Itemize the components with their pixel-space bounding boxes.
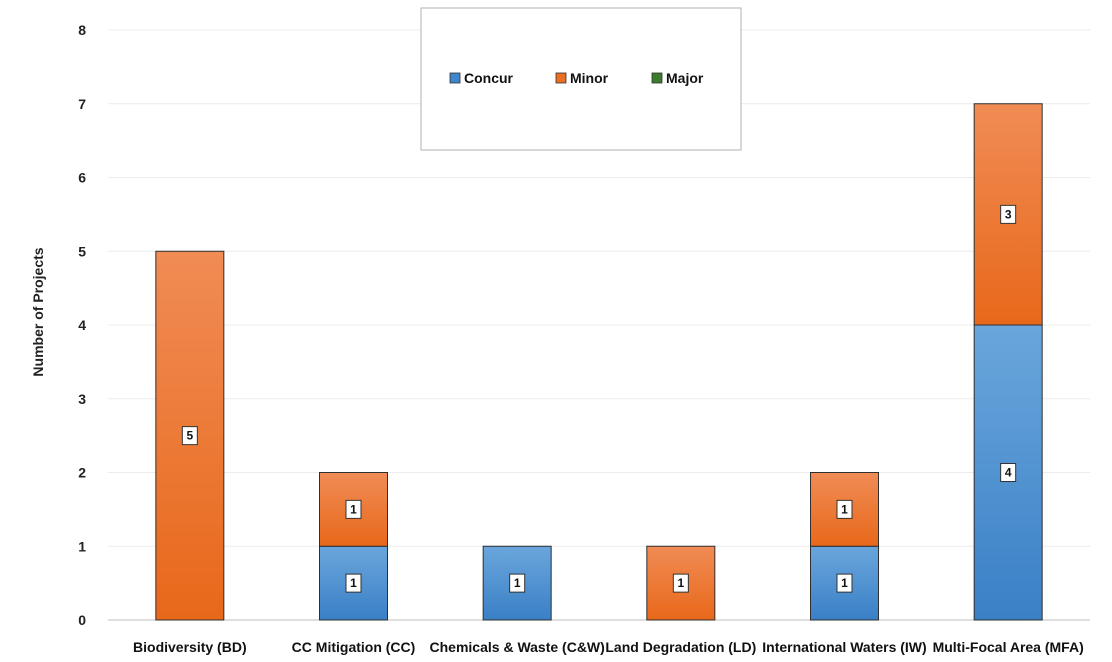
y-tick-label: 8	[78, 22, 86, 38]
data-label: 1	[677, 576, 684, 590]
data-label-box	[1000, 463, 1017, 482]
y-axis-label: Number of Projects	[30, 247, 46, 376]
y-tick-label: 2	[78, 465, 86, 481]
legend-swatch-minor	[555, 72, 567, 84]
x-category-label: Chemicals & Waste (C&W)	[430, 639, 605, 655]
data-label: 1	[514, 576, 521, 590]
legend-label-minor: Minor	[570, 70, 609, 86]
data-label-box	[345, 573, 362, 593]
y-tick-label: 0	[78, 612, 86, 628]
y-tick-label: 7	[78, 96, 86, 112]
legend: Concur Minor Major	[420, 7, 742, 151]
data-label-box	[1000, 204, 1017, 224]
bars	[155, 103, 1043, 621]
x-axis-categories: Biodiversity (BD) CC Mitigation (CC) Chemi…	[133, 639, 1084, 655]
x-category-label: CC Mitigation (CC)	[292, 639, 416, 655]
x-category-label: Land Degradation (LD)	[605, 639, 756, 655]
legend-label-major: Major	[666, 70, 704, 86]
legend-swatch-concur	[449, 72, 461, 84]
data-label: 1	[841, 576, 848, 590]
legend-swatch-major	[651, 72, 663, 84]
x-category-label: Biodiversity (BD)	[133, 639, 247, 655]
data-label-box	[509, 573, 526, 593]
data-label: 1	[841, 502, 848, 516]
bar-minor-3	[646, 545, 716, 621]
legend-box	[420, 7, 742, 151]
y-tick-label: 4	[78, 317, 86, 333]
x-category-label: International Waters (IW)	[762, 639, 926, 655]
y-tick-label: 5	[78, 243, 86, 259]
y-tick-label: 3	[78, 391, 86, 407]
data-label-box	[345, 499, 362, 519]
y-axis-ticks: 0 1 2 3 4 5 6 7 8	[78, 22, 86, 628]
data-label: 1	[350, 576, 357, 590]
data-labels: 5 1 1 1 1 1 1 4 3	[181, 204, 1017, 593]
y-tick-label: 1	[78, 538, 86, 554]
data-label: 1	[350, 502, 357, 516]
data-label: 5	[186, 429, 193, 443]
x-category-label: Multi-Focal Area (MFA)	[933, 639, 1084, 655]
data-label: 4	[1005, 466, 1012, 480]
data-label-box	[672, 573, 689, 593]
data-label: 3	[1005, 207, 1012, 221]
bar-minor-0	[155, 250, 225, 621]
data-label-box	[836, 573, 853, 593]
data-label-box	[836, 499, 853, 519]
legend-label-concur: Concur	[464, 70, 514, 86]
y-tick-label: 6	[78, 170, 86, 186]
data-label-box	[181, 426, 198, 446]
